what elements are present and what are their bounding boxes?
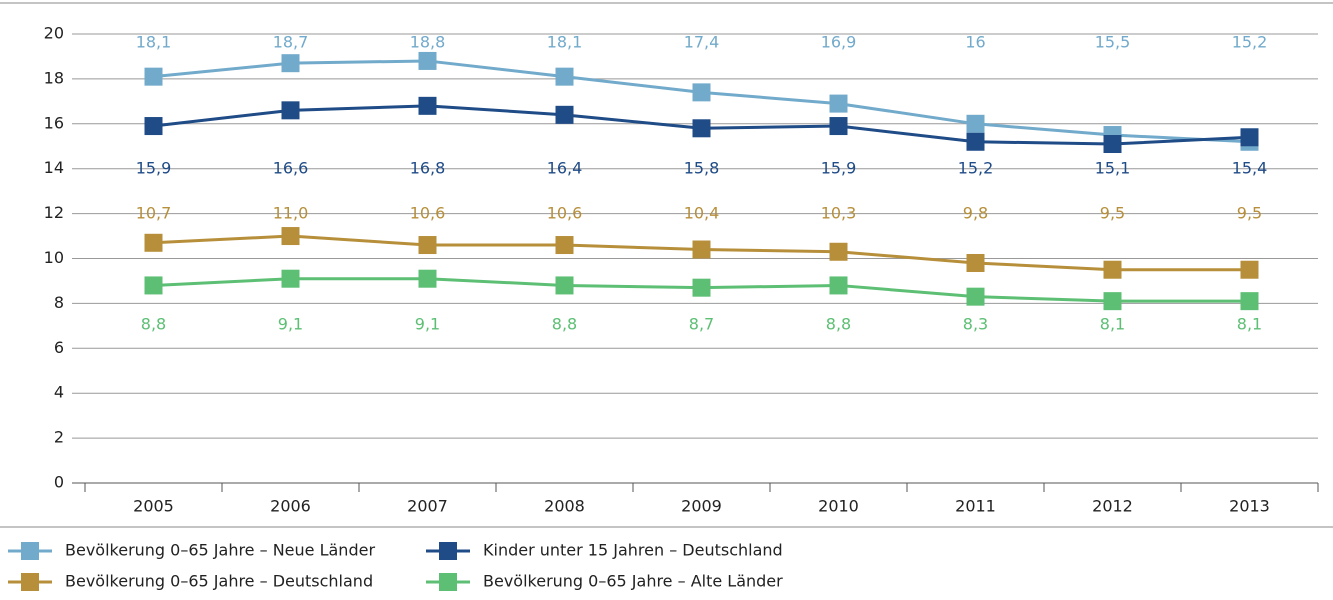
data-label: 8,8 xyxy=(552,315,577,334)
data-label: 8,8 xyxy=(826,315,851,334)
data-label: 17,4 xyxy=(684,33,720,52)
y-tick-label: 0 xyxy=(54,473,64,492)
data-point xyxy=(692,240,711,259)
legend-label: Bevölkerung 0–65 Jahre – Neue Länder xyxy=(65,541,375,560)
x-tick-label: 2013 xyxy=(1229,497,1270,516)
y-tick-label: 10 xyxy=(44,248,64,267)
data-label: 9,1 xyxy=(415,315,440,334)
data-label: 15,8 xyxy=(684,159,720,178)
data-label: 9,8 xyxy=(963,204,988,223)
data-label: 16 xyxy=(965,33,985,52)
data-point xyxy=(144,67,163,86)
y-tick-label: 18 xyxy=(44,68,64,87)
legend-label: Bevölkerung 0–65 Jahre – Deutschland xyxy=(65,572,373,591)
data-point xyxy=(281,227,300,246)
x-tick-label: 2007 xyxy=(407,497,448,516)
data-point xyxy=(692,119,711,138)
data-label: 16,6 xyxy=(273,159,309,178)
data-point xyxy=(1103,260,1122,279)
data-point xyxy=(555,276,574,295)
data-label: 16,4 xyxy=(547,159,583,178)
data-label: 10,6 xyxy=(410,204,446,223)
data-point xyxy=(144,233,163,252)
data-point xyxy=(829,242,848,261)
x-tick-label: 2012 xyxy=(1092,497,1133,516)
data-label: 15,9 xyxy=(136,159,172,178)
data-point xyxy=(829,94,848,113)
data-label: 9,5 xyxy=(1237,204,1262,223)
legend-label: Bevölkerung 0–65 Jahre – Alte Länder xyxy=(483,572,783,591)
x-tick-label: 2009 xyxy=(681,497,722,516)
data-label: 8,3 xyxy=(963,315,988,334)
data-point xyxy=(418,236,437,255)
data-label: 15,5 xyxy=(1095,33,1131,52)
data-label: 18,8 xyxy=(410,33,446,52)
data-label: 8,1 xyxy=(1100,315,1125,334)
data-label: 10,7 xyxy=(136,204,172,223)
x-tick-label: 2010 xyxy=(818,497,859,516)
data-point xyxy=(555,236,574,255)
y-tick-label: 14 xyxy=(44,158,64,177)
data-point xyxy=(1240,128,1259,147)
data-label: 10,6 xyxy=(547,204,583,223)
data-point xyxy=(418,96,437,115)
x-tick-label: 2005 xyxy=(133,497,174,516)
y-tick-label: 16 xyxy=(44,113,64,132)
x-tick-label: 2008 xyxy=(544,497,585,516)
data-label: 18,7 xyxy=(273,33,309,52)
data-point xyxy=(966,287,985,306)
data-point xyxy=(418,51,437,70)
data-label: 15,1 xyxy=(1095,159,1131,178)
y-tick-label: 2 xyxy=(54,428,64,447)
y-tick-label: 20 xyxy=(44,24,64,43)
data-point xyxy=(966,253,985,272)
data-point xyxy=(281,54,300,73)
data-point xyxy=(418,269,437,288)
x-tick-label: 2006 xyxy=(270,497,311,516)
data-label: 8,8 xyxy=(141,315,166,334)
data-point xyxy=(1103,292,1122,311)
data-point xyxy=(692,278,711,297)
data-label: 9,5 xyxy=(1100,204,1125,223)
data-point xyxy=(966,132,985,151)
data-point xyxy=(829,276,848,295)
data-label: 8,7 xyxy=(689,315,714,334)
data-point xyxy=(1240,292,1259,311)
data-point xyxy=(555,105,574,124)
data-point xyxy=(144,117,163,136)
data-label: 16,9 xyxy=(821,33,857,52)
data-label: 18,1 xyxy=(547,33,583,52)
legend-label: Kinder unter 15 Jahren – Deutschland xyxy=(483,541,783,560)
data-point xyxy=(1103,135,1122,154)
x-tick-label: 2011 xyxy=(955,497,996,516)
y-tick-label: 4 xyxy=(54,383,64,402)
data-label: 16,8 xyxy=(410,159,446,178)
data-label: 11,0 xyxy=(273,204,309,223)
data-label: 15,2 xyxy=(1232,33,1268,52)
data-label: 18,1 xyxy=(136,33,172,52)
data-label: 10,3 xyxy=(821,204,857,223)
data-label: 15,2 xyxy=(958,159,994,178)
legend-marker xyxy=(439,542,457,560)
data-label: 10,4 xyxy=(684,204,720,223)
data-point xyxy=(966,114,985,133)
data-label: 9,1 xyxy=(278,315,303,334)
y-tick-label: 6 xyxy=(54,338,64,357)
data-point xyxy=(281,269,300,288)
data-label: 8,1 xyxy=(1237,315,1262,334)
data-point xyxy=(829,117,848,136)
data-point xyxy=(1240,260,1259,279)
data-point xyxy=(555,67,574,86)
data-label: 15,4 xyxy=(1232,159,1268,178)
data-label: 15,9 xyxy=(821,159,857,178)
legend-marker xyxy=(439,573,457,591)
data-point xyxy=(692,83,711,102)
legend-marker xyxy=(21,542,39,560)
data-point xyxy=(281,101,300,120)
data-point xyxy=(144,276,163,295)
y-tick-label: 12 xyxy=(44,203,64,222)
y-tick-label: 8 xyxy=(54,293,64,312)
legend-marker xyxy=(21,573,39,591)
